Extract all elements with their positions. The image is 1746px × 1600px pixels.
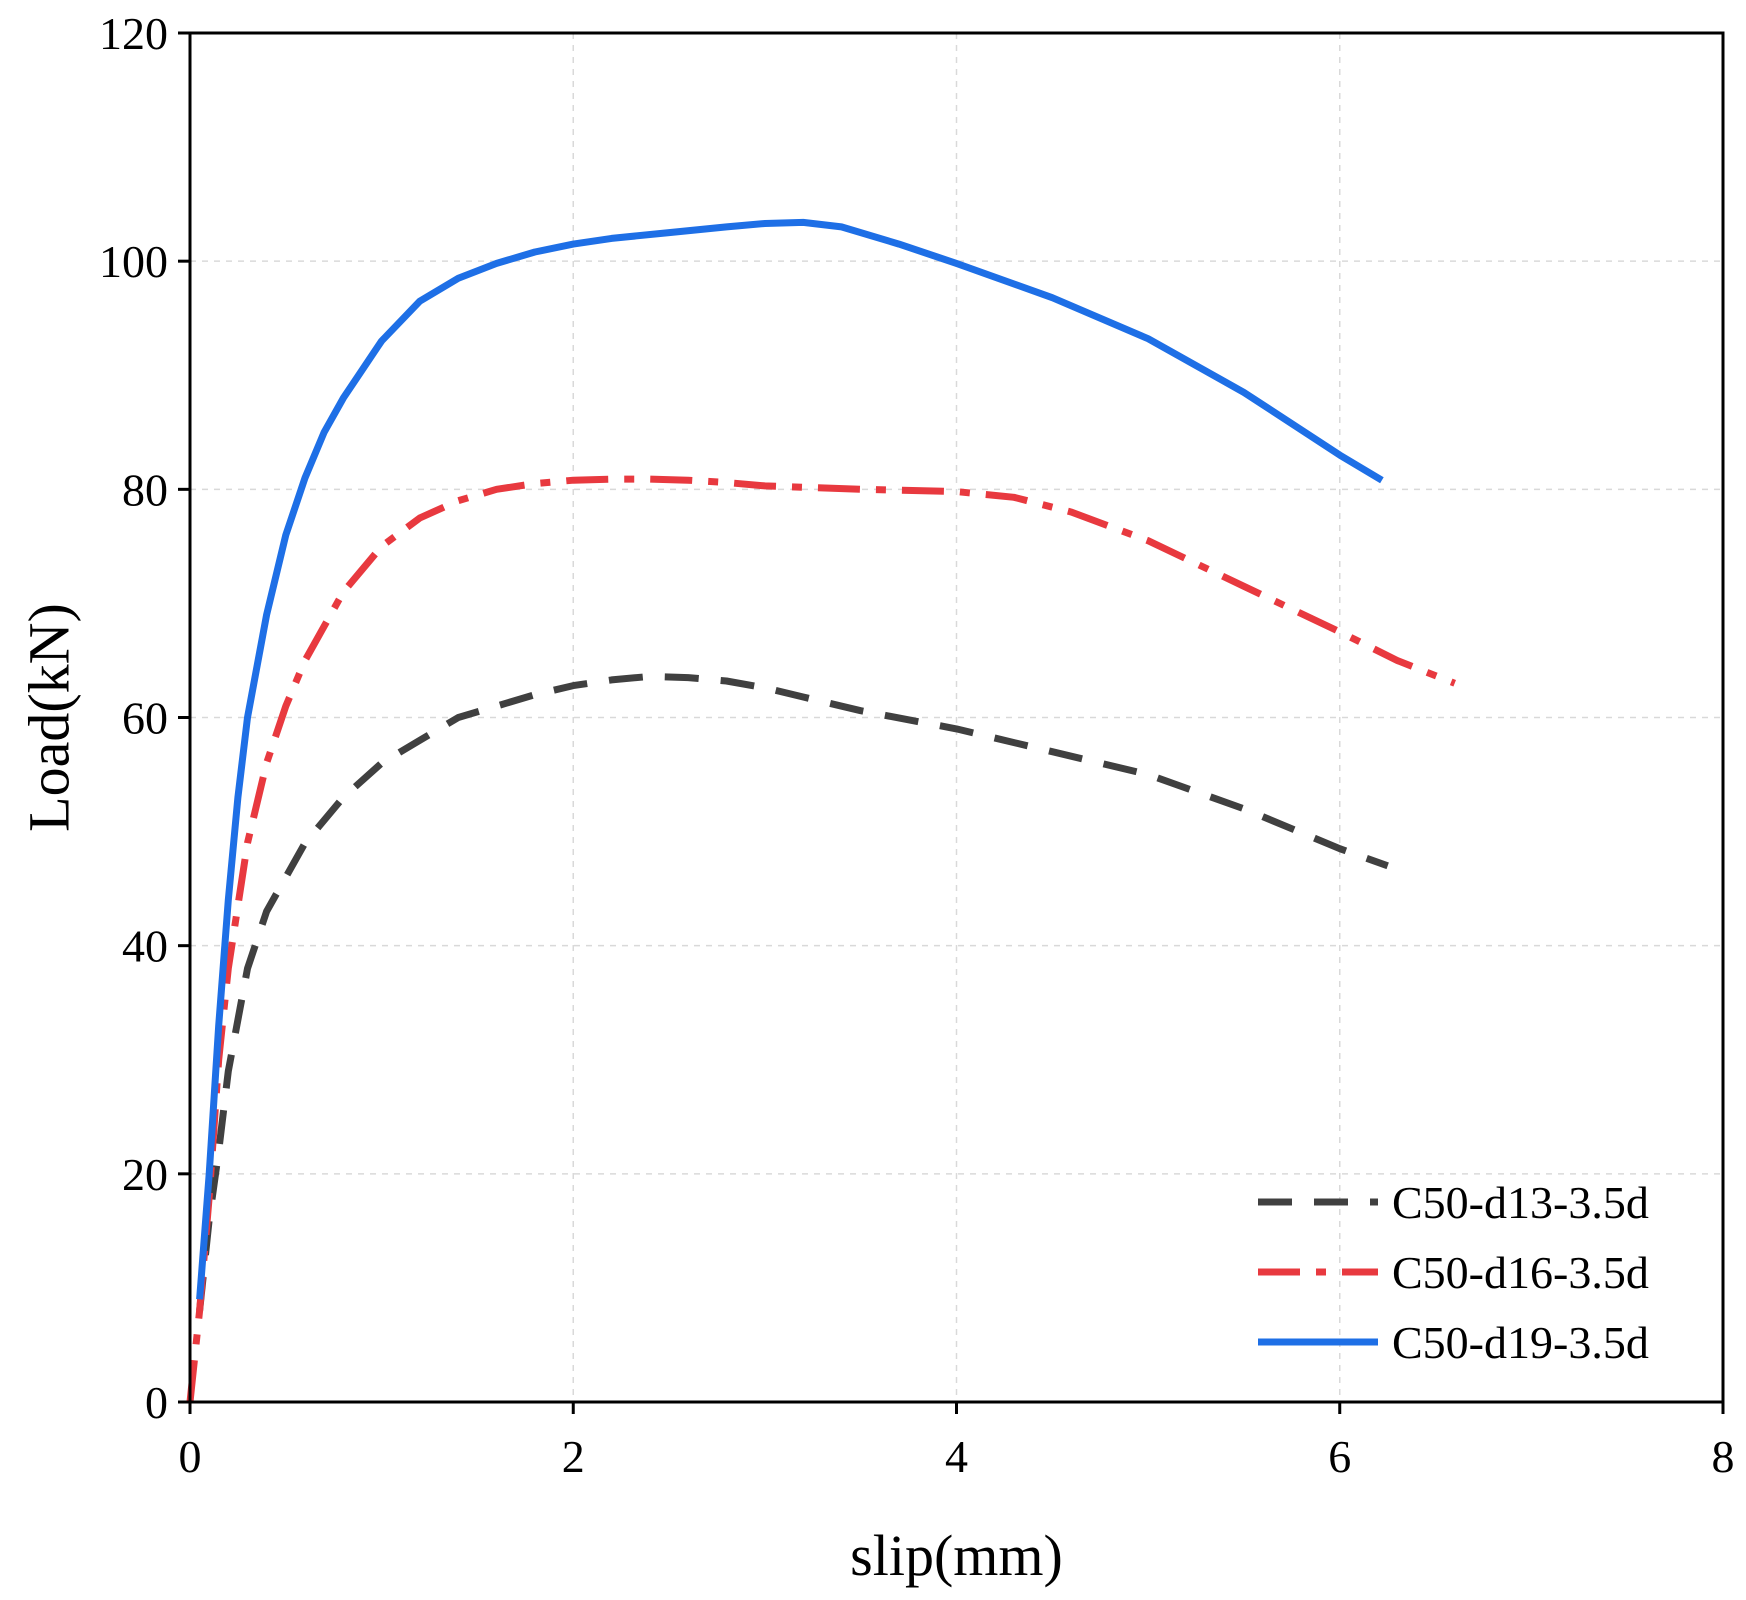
legend-label: C50-d13-3.5d — [1392, 1177, 1649, 1228]
y-tick-label: 100 — [99, 236, 168, 287]
y-tick-label: 120 — [99, 8, 168, 59]
y-tick-label: 80 — [122, 464, 168, 515]
series-line-C50-d13-3.5d — [196, 672, 1389, 1312]
series-line-C50-d16-3.5d — [186, 475, 1456, 1403]
x-axis-title: slip(mm) — [850, 1523, 1063, 1588]
series-lines — [186, 218, 1456, 1403]
x-tick-label: 4 — [945, 1431, 968, 1482]
y-tick-label: 20 — [122, 1149, 168, 1200]
x-tick-label: 6 — [1328, 1431, 1351, 1482]
x-tick-label: 0 — [179, 1431, 202, 1482]
y-tick-label: 60 — [122, 693, 168, 744]
legend-label: C50-d16-3.5d — [1392, 1247, 1649, 1298]
y-tick-label: 40 — [122, 921, 168, 972]
y-tick-label: 0 — [145, 1377, 168, 1428]
legend: C50-d13-3.5d C50-d16-3.5d C50-d19-3.5d — [1258, 1177, 1649, 1368]
legend-label: C50-d19-3.5d — [1392, 1317, 1649, 1368]
x-tick-label: 2 — [562, 1431, 585, 1482]
series-line-C50-d19-3.5d — [196, 218, 1384, 1300]
x-tick-label: 8 — [1712, 1431, 1735, 1482]
y-axis-title: Load(kN) — [16, 603, 81, 832]
